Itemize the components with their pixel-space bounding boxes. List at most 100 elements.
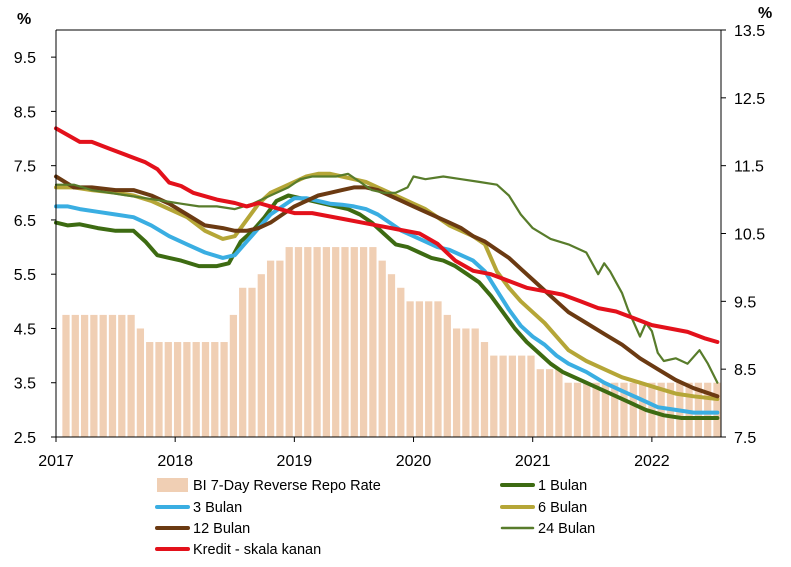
bar-repo-rate (127, 314, 135, 437)
legend-label-12-bulan: 12 Bulan (193, 521, 250, 537)
series-line-kredit-skala-kanan (54, 126, 720, 344)
bar-repo-rate (378, 260, 386, 437)
bar-repo-rate (136, 328, 145, 437)
bar-repo-rate (201, 342, 210, 437)
bar-repo-rate (369, 247, 377, 437)
bar-repo-rate (518, 355, 526, 437)
right-tick-label: 8.5 (734, 362, 756, 379)
bar-repo-rate (387, 274, 396, 437)
bar-repo-rate (359, 247, 368, 437)
right-tick-label: 11.5 (734, 159, 764, 176)
bar-repo-rate (62, 314, 70, 437)
bar-repo-rate (583, 382, 591, 437)
legend: BI 7-Day Reverse Repo Rate 1 Bulan 3 Bulan… (155, 478, 595, 558)
bar-repo-rate (164, 342, 172, 437)
bar-repo-rate (629, 382, 637, 437)
bar-repo-rate (332, 247, 340, 437)
x-tick-label: 2019 (277, 453, 313, 470)
bar-repo-rate (601, 382, 610, 437)
legend-label-6-bulan: 6 Bulan (538, 500, 587, 516)
legend-label-bi-7-day-reverse-repo-rate: BI 7-Day Reverse Repo Rate (193, 478, 381, 494)
bar-repo-rate (490, 355, 498, 437)
legend-label-24-bulan: 24 Bulan (538, 521, 595, 537)
bar-repo-rate (611, 382, 619, 437)
legend-label-1-bulan: 1 Bulan (538, 478, 587, 494)
legend-label-3-bulan: 3 Bulan (193, 500, 242, 516)
bar-repo-rate (685, 382, 693, 437)
bar-repo-rate (350, 247, 358, 437)
series-line-3-bulan (54, 196, 720, 415)
left-tick-label: 3.5 (14, 376, 36, 393)
bar-repo-rate (471, 328, 479, 437)
left-axis-unit: % (17, 11, 31, 28)
x-tick-label: 2021 (515, 453, 551, 470)
bar-repo-rate (146, 342, 154, 437)
bar-repo-rate (462, 328, 470, 437)
x-tick-label: 2018 (157, 453, 193, 470)
bar-repo-rate (90, 314, 98, 437)
bar-repo-rate (499, 355, 507, 437)
bar-repo-rate (322, 247, 331, 437)
left-tick-label: 6.5 (14, 213, 36, 230)
left-tick-label: 8.5 (14, 104, 36, 121)
lines-layer (54, 126, 720, 420)
right-tick-label: 10.5 (734, 227, 765, 244)
bar-repo-rate (266, 260, 275, 437)
right-tick-label: 9.5 (734, 294, 756, 311)
bar-repo-rate (118, 314, 126, 437)
axes-layer: 9.5 8.5 7.5 6.5 5.5 4.5 3.5 2.5 13.5 12.5 11.5 10.5… (14, 23, 765, 470)
bar-repo-rate (415, 301, 424, 437)
bar-repo-rate (443, 314, 451, 437)
bar-repo-rate (527, 355, 535, 437)
bar-repo-rate (480, 342, 489, 437)
bars-layer (62, 247, 721, 437)
bar-repo-rate (452, 328, 461, 437)
bar-repo-rate (183, 342, 191, 437)
bar-repo-rate (425, 301, 433, 437)
left-tick-label: 7.5 (14, 159, 36, 176)
right-tick-label: 13.5 (734, 23, 765, 40)
bar-repo-rate (99, 314, 107, 437)
bar-repo-rate (713, 382, 721, 437)
bar-repo-rate (592, 382, 600, 437)
bar-repo-rate (108, 314, 117, 437)
bar-repo-rate (173, 342, 182, 437)
right-axis-unit: % (758, 5, 772, 22)
bar-repo-rate (545, 369, 554, 437)
bar-repo-rate (285, 247, 293, 437)
legend-swatch-bi-7-day-reverse-repo-rate (157, 478, 188, 492)
legend-label-kredit-skala-kanan: Kredit - skala kanan (193, 542, 321, 558)
x-tick-label: 2022 (634, 453, 670, 470)
bar-repo-rate (657, 382, 665, 437)
x-tick-label: 2017 (38, 453, 74, 470)
bar-repo-rate (304, 247, 312, 437)
series-line-1-bulan (54, 193, 720, 420)
bar-repo-rate (294, 247, 303, 437)
bar-repo-rate (248, 287, 256, 437)
bar-repo-rate (341, 247, 349, 437)
left-tick-label: 9.5 (14, 50, 36, 67)
bar-repo-rate (704, 382, 712, 437)
bar-repo-rate (80, 314, 89, 437)
bar-repo-rate (397, 287, 405, 437)
bar-repo-rate (229, 314, 238, 437)
bar-repo-rate (555, 369, 563, 437)
bar-repo-rate (220, 342, 228, 437)
bar-repo-rate (239, 287, 247, 437)
bar-repo-rate (620, 382, 628, 437)
bar-repo-rate (573, 382, 582, 437)
bar-repo-rate (211, 342, 219, 437)
series-line-12-bulan (54, 174, 720, 399)
bar-repo-rate (192, 342, 200, 437)
bar-repo-rate (564, 382, 572, 437)
bar-repo-rate (694, 382, 703, 437)
bar-repo-rate (536, 369, 544, 437)
left-tick-label: 2.5 (14, 430, 36, 447)
bar-repo-rate (434, 301, 442, 437)
series-line-24-bulan (54, 172, 719, 384)
bar-repo-rate (313, 247, 321, 437)
x-tick-label: 2020 (396, 453, 432, 470)
